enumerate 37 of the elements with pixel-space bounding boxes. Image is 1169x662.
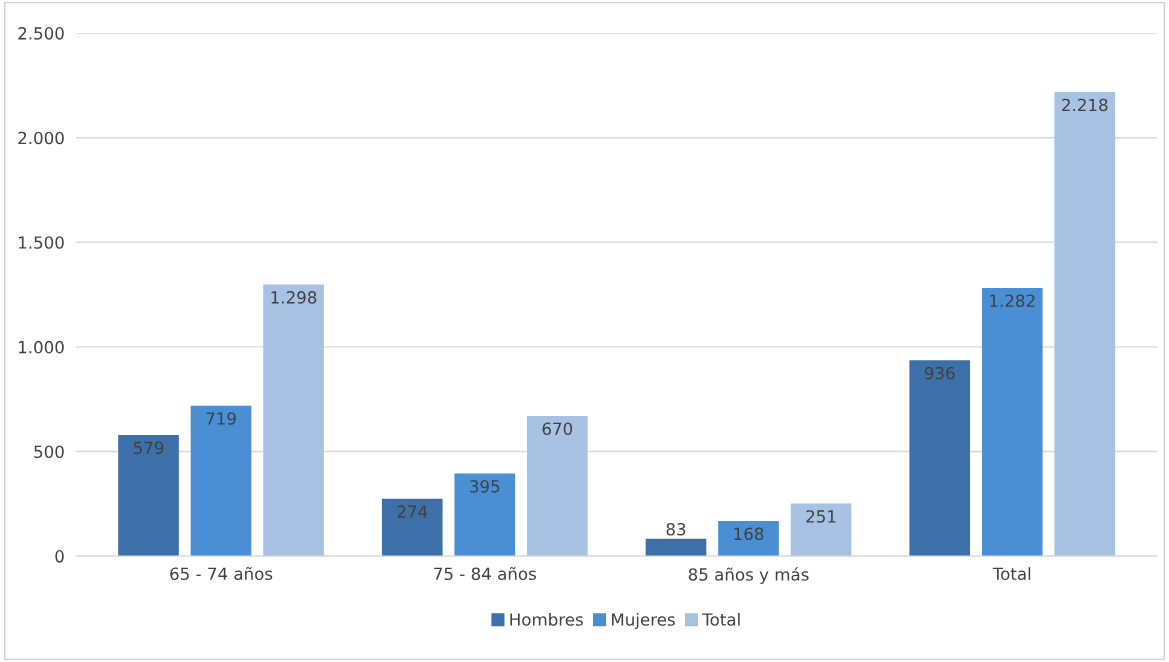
bar [263, 284, 324, 557]
bar [981, 287, 1043, 557]
legend-label: Hombres [510, 612, 583, 626]
bar [718, 520, 779, 557]
bar [790, 503, 852, 557]
y-tick-label: 1.500 [18, 236, 64, 249]
data-label: 1.298 [271, 291, 317, 304]
bar [645, 538, 707, 557]
data-label: 936 [924, 366, 955, 380]
data-label: 579 [133, 441, 164, 455]
data-label: 670 [542, 422, 573, 436]
legend-label: Mujeres [612, 612, 675, 630]
y-tick-label: 1.000 [18, 340, 64, 354]
bar [454, 473, 516, 557]
x-tick-label: 75 - 84 años [434, 566, 536, 581]
bar [1054, 92, 1116, 557]
data-label: 168 [734, 527, 764, 541]
bar [118, 434, 179, 557]
data-label: 1.282 [990, 294, 1035, 308]
legend-label: Total [702, 612, 740, 626]
bar [190, 405, 252, 557]
bar [909, 360, 971, 557]
y-tick-label: 2.500 [18, 27, 64, 40]
data-label: 83 [666, 522, 686, 536]
y-tick-label: 2.000 [18, 131, 64, 145]
bar [381, 498, 443, 557]
y-tick-label: 500 [34, 445, 64, 459]
data-label: 719 [206, 412, 236, 425]
data-label: 395 [470, 480, 500, 493]
bar [526, 415, 588, 557]
x-tick-label: 85 años y más [688, 567, 809, 584]
data-label: 2.218 [1062, 98, 1108, 112]
data-label: 274 [397, 505, 428, 518]
y-tick-label: 0 [55, 550, 64, 563]
data-label: 251 [806, 510, 836, 523]
x-tick-label: 65 - 74 años [170, 566, 273, 581]
x-tick-label: Total [992, 567, 1031, 581]
